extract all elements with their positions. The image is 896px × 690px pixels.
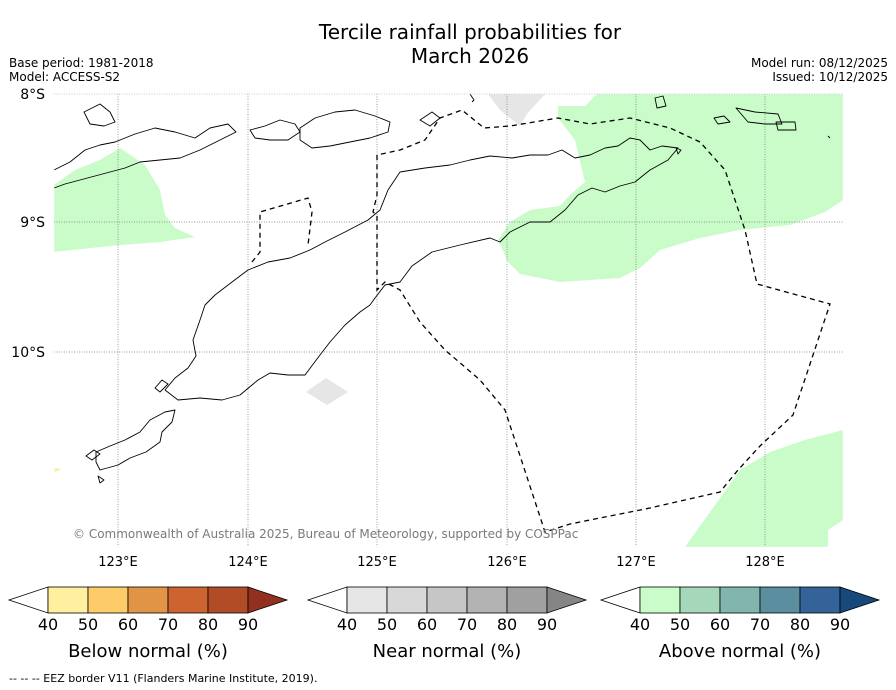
legend-above-swatch (639, 586, 681, 614)
lon-label-127e: 127°E (616, 555, 656, 570)
legend-near-swatch (386, 586, 428, 614)
legend-above-tick: 60 (710, 615, 730, 634)
coastline-roti-sabu (95, 409, 176, 471)
eez-border-enclave (251, 197, 313, 263)
meta-right: Model run: 08/12/2025 Issued: 10/12/2025 (751, 56, 888, 84)
longitude-labels: 123°E 124°E 125°E 126°E 127°E 128°E (98, 555, 785, 570)
legend-below-swatch (127, 586, 169, 614)
legend-above-swatch (679, 586, 721, 614)
legend-near-normal: 40 50 60 70 80 90 Near normal (%) (306, 586, 588, 662)
coastline-wetar (299, 109, 391, 149)
legend-near-high-arrow (546, 586, 588, 614)
coastline-island-ne1 (654, 95, 667, 109)
legend-near-label: Near normal (%) (373, 641, 522, 662)
coastline-island-west (85, 449, 101, 461)
lon-label-128e: 128°E (745, 555, 785, 570)
legend-below-tick: 40 (38, 615, 58, 634)
legend-near-swatch (346, 586, 388, 614)
title-line-1: Tercile rainfall probabilities for (318, 20, 622, 44)
legend-above-tick: 40 (630, 615, 650, 634)
coastline-timor (164, 137, 679, 401)
legend-below-swatch (47, 586, 89, 614)
lat-label-9s: 9°S (20, 215, 45, 231)
legend-near-tick: 90 (537, 615, 557, 634)
lat-label-10s: 10°S (11, 345, 45, 361)
legend-near-tick: 60 (417, 615, 437, 634)
legend-near-swatch (426, 586, 468, 614)
coastline-island-ne5 (827, 135, 831, 139)
legend-above-tick: 70 (750, 615, 770, 634)
near-normal-area-sea (306, 378, 348, 405)
legend-below-low-arrow (7, 586, 49, 614)
coastline-island-ne2 (735, 107, 783, 125)
legend-group: 40 50 60 70 80 90 Below normal (%) 40 50 60 70 80 90… (7, 586, 881, 662)
legend-near-low-arrow (306, 586, 348, 614)
above-normal-area-north (498, 94, 843, 282)
map-frame (53, 93, 844, 548)
legend-near-tick: 80 (497, 615, 517, 634)
legend-below-swatch (167, 586, 209, 614)
legend-near-swatch (506, 586, 548, 614)
coastline-island-ne4 (775, 121, 797, 131)
legend-below-label: Below normal (%) (68, 641, 228, 662)
title-line-2: March 2026 (410, 44, 530, 68)
legend-below-swatch (207, 586, 249, 614)
below-normal-area-small (54, 468, 62, 472)
coastline-island-north (83, 103, 116, 127)
above-normal-area-northwest (54, 148, 195, 252)
legend-below-tick: 50 (78, 615, 98, 634)
eez-footnote: -- -- -- EEZ border V11 (Flanders Marine… (9, 672, 318, 685)
lon-label-126e: 126°E (487, 555, 527, 570)
legend-above-normal: 40 50 60 70 80 90 Above normal (%) (599, 586, 881, 662)
base-period: Base period: 1981-2018 (9, 56, 154, 70)
legend-above-low-arrow (599, 586, 641, 614)
above-normal-area-southeast (685, 430, 843, 547)
legend-near-tick: 40 (337, 615, 357, 634)
lon-label-123e: 123°E (98, 555, 138, 570)
meta-left: Base period: 1981-2018 Model: ACCESS-S2 (9, 56, 154, 84)
legend-above-swatch (799, 586, 841, 614)
coastline-island-ne3 (713, 115, 731, 125)
map-title: Tercile rainfall probabilities for March… (0, 20, 896, 68)
legend-above-tick: 90 (830, 615, 850, 634)
legend-above-swatch (719, 586, 761, 614)
latitude-labels: 8°S 9°S 10°S (11, 87, 45, 361)
legend-above-high-arrow (839, 586, 881, 614)
eez-border-main (372, 109, 831, 533)
issued-date: Issued: 10/12/2025 (772, 70, 888, 84)
legend-near-swatch (466, 586, 508, 614)
model-run: Model run: 08/12/2025 (750, 56, 888, 70)
near-normal-area-north (488, 94, 545, 126)
lat-label-8s: 8°S (20, 87, 45, 103)
copyright-text: © Commonwealth of Australia 2025, Bureau… (73, 527, 578, 541)
legend-below-swatch (87, 586, 129, 614)
legend-below-tick: 90 (238, 615, 258, 634)
coastline-island-north2 (469, 93, 475, 103)
coastline-island-tip (675, 147, 682, 155)
legend-near-tick: 70 (457, 615, 477, 634)
lon-label-124e: 124°E (228, 555, 268, 570)
legend-below-tick: 80 (198, 615, 218, 634)
eez-border (251, 109, 831, 533)
legend-below-tick: 70 (158, 615, 178, 634)
legend-above-tick: 50 (670, 615, 690, 634)
legend-below-normal: 40 50 60 70 80 90 Below normal (%) (7, 586, 289, 662)
coastline-islet-1 (154, 379, 169, 393)
legend-below-tick: 60 (118, 615, 138, 634)
lon-label-125e: 125°E (357, 555, 397, 570)
legend-near-tick: 50 (377, 615, 397, 634)
coastline-flores-east (53, 123, 237, 189)
legend-above-swatch (759, 586, 801, 614)
legend-below-high-arrow (247, 586, 289, 614)
map-panel: © Commonwealth of Australia 2025, Bureau… (53, 93, 844, 548)
coastline-island-west2 (97, 475, 105, 484)
legend-above-tick: 80 (790, 615, 810, 634)
model-name: Model: ACCESS-S2 (9, 70, 121, 84)
legend-above-label: Above normal (%) (659, 641, 821, 662)
